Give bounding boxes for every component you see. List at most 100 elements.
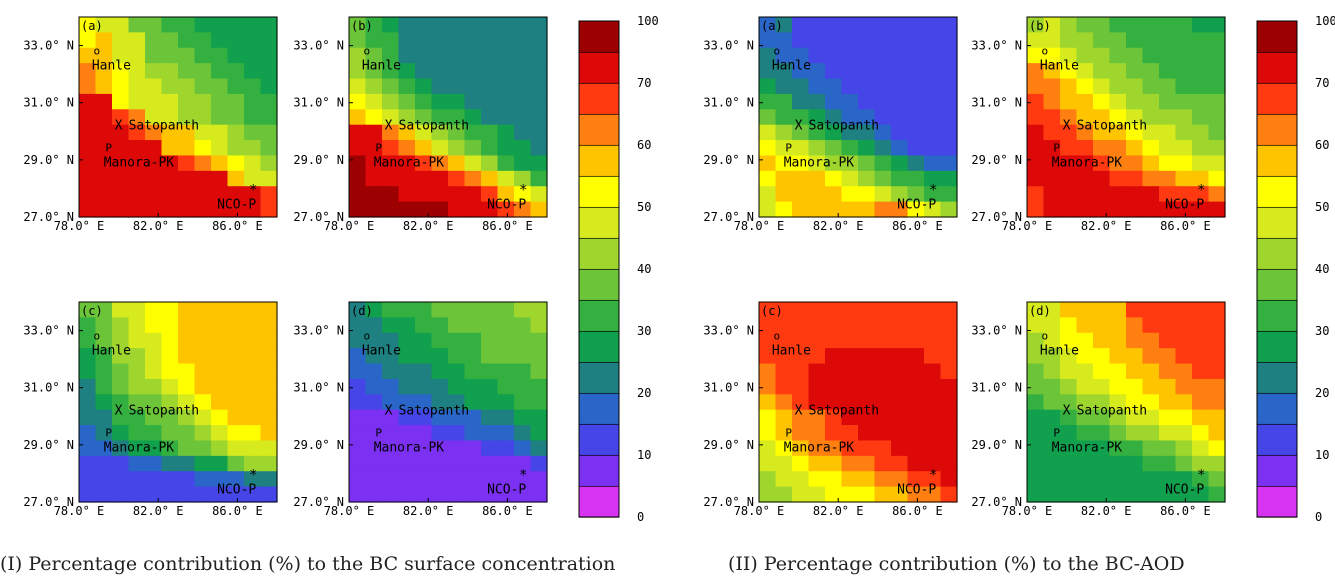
site-label: Satopanth <box>1077 119 1147 134</box>
heatmap-cell <box>1208 93 1226 110</box>
heatmap-cell <box>79 32 97 49</box>
heatmap-cell <box>178 471 196 488</box>
heatmap-cell <box>464 348 482 365</box>
heatmap-cell <box>858 140 876 157</box>
y-tick-label: 27.0° N <box>703 210 754 224</box>
heatmap-cell <box>841 124 859 141</box>
site-label: Satopanth <box>809 404 879 419</box>
heatmap-cell <box>79 348 97 365</box>
heatmap-cell <box>1126 440 1144 457</box>
heatmap-cell <box>1027 63 1045 80</box>
heatmap-cell <box>940 409 958 426</box>
heatmap-cell <box>858 201 876 218</box>
heatmap-cell <box>194 363 212 380</box>
site-label: NCO-P <box>487 482 526 497</box>
heatmap-cell <box>841 140 859 157</box>
heatmap-cell <box>924 486 942 503</box>
heatmap-cell <box>95 394 113 411</box>
heatmap-cell <box>244 332 262 349</box>
heatmap-cell <box>1159 201 1177 218</box>
heatmap-cell <box>808 317 826 334</box>
heatmap-cell <box>924 455 942 472</box>
heatmap-cell <box>497 63 515 80</box>
heatmap-cell <box>1159 486 1177 503</box>
heatmap-cell <box>1175 186 1193 203</box>
heatmap-cell <box>1142 425 1160 442</box>
panel-I-a: (a) 78.0° E 82.0° E 86.0° E 27.0° N 29.0° N 31… <box>23 16 278 233</box>
heatmap-cell <box>1208 109 1226 126</box>
heatmap-cell <box>79 378 97 395</box>
heatmap-cell <box>792 348 810 365</box>
heatmap-cell <box>841 332 859 349</box>
heatmap-cell <box>1060 348 1078 365</box>
site-label: Hanle <box>362 343 401 358</box>
heatmap-cell <box>194 471 212 488</box>
heatmap-cell <box>775 124 793 141</box>
heatmap-cell <box>497 93 515 110</box>
heatmap-cell <box>1159 63 1177 80</box>
x-tick-label: 82.0° E <box>1081 219 1132 233</box>
heatmap-cell <box>775 363 793 380</box>
heatmap-cell <box>841 170 859 187</box>
heatmap-cell <box>431 332 449 349</box>
colorbar-swatch <box>578 237 620 270</box>
heatmap-cell <box>497 47 515 64</box>
heatmap-cell <box>431 140 449 157</box>
heatmap-cell <box>759 186 777 203</box>
site-label: NCO-P <box>897 197 936 212</box>
heatmap-cell <box>415 317 433 334</box>
heatmap-cell <box>128 348 146 365</box>
heatmap-cell <box>841 486 859 503</box>
heatmap-cell <box>530 78 548 95</box>
heatmap-cell <box>1192 170 1210 187</box>
heatmap-cell <box>1109 201 1127 218</box>
heatmap-cell <box>1027 32 1045 49</box>
heatmap-cell <box>514 155 532 172</box>
site-marker: X <box>795 404 803 419</box>
heatmap-cell <box>841 201 859 218</box>
heatmap-cell <box>415 140 433 157</box>
heatmap-cell <box>79 47 97 64</box>
heatmap-cell <box>464 486 482 503</box>
heatmap-cell <box>1027 170 1045 187</box>
colorbar-swatch <box>578 20 620 53</box>
heatmap-cell <box>211 78 229 95</box>
y-tick-label: 29.0° N <box>703 438 754 452</box>
site-marker: o <box>94 44 101 57</box>
heatmap-cell <box>244 32 262 49</box>
heatmap-cell <box>808 170 826 187</box>
heatmap-cell <box>382 201 400 218</box>
heatmap-cell <box>244 394 262 411</box>
heatmap-cell <box>211 471 229 488</box>
heatmap-cell <box>1076 471 1094 488</box>
colorbar-swatch <box>1256 299 1298 332</box>
heatmap-cell <box>349 455 367 472</box>
heatmap-cell <box>194 409 212 426</box>
heatmap-cell <box>1142 155 1160 172</box>
heatmap-cell <box>79 140 97 157</box>
panel-II-a: (a) 78.0° E 82.0° E 86.0° E 27.0° N 29.0° N 31… <box>703 16 958 233</box>
heatmap-cell <box>448 394 466 411</box>
heatmap-cell <box>775 201 793 218</box>
heatmap-cell <box>1208 471 1226 488</box>
heatmap-cell <box>178 348 196 365</box>
heatmap-cell <box>244 170 262 187</box>
heatmap-cell <box>1093 47 1111 64</box>
heatmap-cell <box>841 78 859 95</box>
heatmap-cell <box>178 109 196 126</box>
heatmap-cell <box>431 363 449 380</box>
heatmap-cell <box>365 363 383 380</box>
heatmap-cell <box>1076 394 1094 411</box>
heatmap-cell <box>1192 348 1210 365</box>
heatmap-cell <box>808 471 826 488</box>
site-label: Satopanth <box>129 119 199 134</box>
heatmap-cell <box>1126 317 1144 334</box>
heatmap-cell <box>792 455 810 472</box>
heatmap-cell <box>431 348 449 365</box>
heatmap-cell <box>95 378 113 395</box>
heatmap-cell <box>1175 409 1193 426</box>
heatmap-cell <box>112 317 130 334</box>
heatmap-cell <box>514 32 532 49</box>
heatmap-cell <box>530 471 548 488</box>
heatmap-cell <box>1043 47 1061 64</box>
